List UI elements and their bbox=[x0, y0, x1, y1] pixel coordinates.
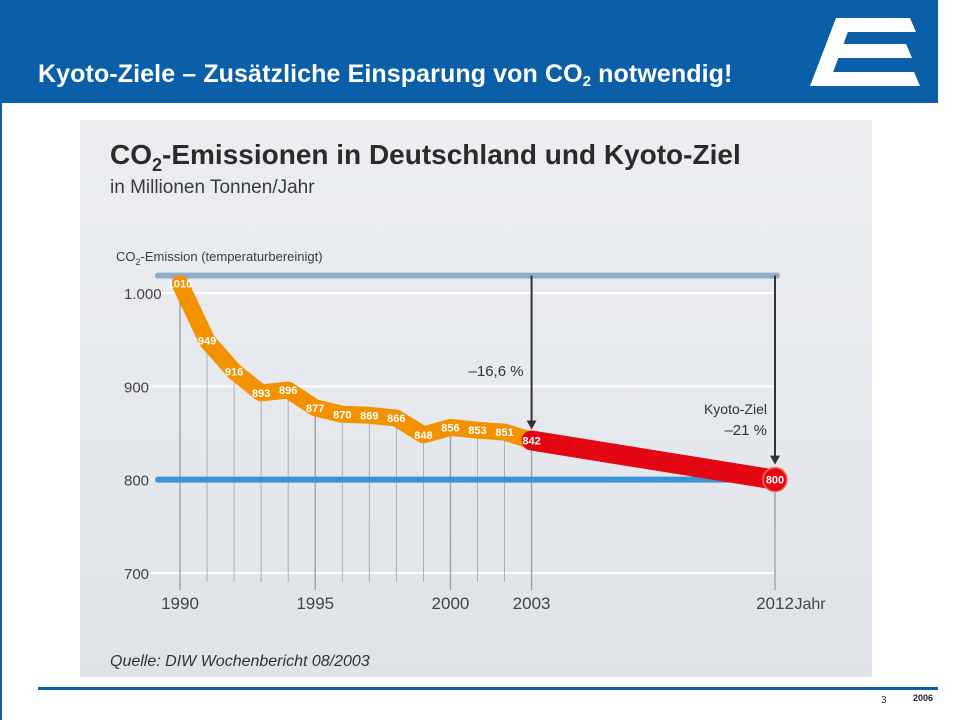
slide-header: Kyoto-Ziele – Zusätzliche Einsparung von… bbox=[0, 0, 938, 103]
annotation-arrow-head bbox=[770, 455, 780, 465]
data-label: 893 bbox=[252, 388, 270, 400]
y-tick-label: 800 bbox=[124, 473, 149, 490]
slide-title-end: notwendig! bbox=[591, 60, 733, 88]
page-number: 3 bbox=[881, 695, 887, 706]
y-tick-label: 900 bbox=[124, 379, 149, 396]
series-line-history bbox=[171, 275, 541, 449]
target-point-marker bbox=[762, 466, 788, 493]
data-label: 851 bbox=[495, 427, 513, 439]
slide-title-text: Kyoto-Ziele – Zusätzliche Einsparung von… bbox=[38, 60, 583, 88]
data-label: 949 bbox=[198, 336, 216, 348]
chart-source: Quelle: DIW Wochenbericht 08/2003 bbox=[110, 653, 370, 670]
slide-title: Kyoto-Ziele – Zusätzliche Einsparung von… bbox=[38, 60, 732, 90]
annotation-text-line2: –21 % bbox=[724, 422, 767, 439]
data-label: 856 bbox=[441, 422, 459, 434]
footer-rule bbox=[38, 687, 938, 690]
data-label: 853 bbox=[468, 425, 486, 437]
data-label: 866 bbox=[387, 413, 405, 425]
x-tick-label: 1995 bbox=[296, 594, 334, 613]
data-label: 842 bbox=[522, 435, 540, 447]
footer-year: 2006 bbox=[913, 693, 934, 703]
x-tick-label: 1990 bbox=[161, 594, 199, 613]
slide-title-subscript: 2 bbox=[582, 73, 592, 90]
left-rule bbox=[0, 103, 2, 720]
data-label: 916 bbox=[225, 366, 243, 378]
data-label: 896 bbox=[279, 385, 297, 397]
annotation-text-line1: Kyoto-Ziel bbox=[704, 401, 767, 417]
y-tick-label: 1.000 bbox=[124, 286, 162, 303]
chart: CO2-Emissionen in Deutschland und Kyoto-… bbox=[110, 139, 826, 670]
x-axis-label: Jahr bbox=[794, 596, 826, 613]
y-tick-label: 700 bbox=[124, 566, 149, 583]
data-label: 1010 bbox=[168, 279, 192, 291]
data-label: 877 bbox=[306, 403, 324, 415]
x-tick-label: 2000 bbox=[432, 594, 470, 613]
data-label: 870 bbox=[333, 409, 351, 421]
x-tick-label: 2003 bbox=[513, 594, 551, 613]
company-logo bbox=[810, 18, 920, 86]
x-tick-label: 2012 bbox=[756, 594, 794, 613]
chart-subtitle: in Millionen Tonnen/Jahr bbox=[110, 177, 315, 198]
annotation-text: –16,6 % bbox=[469, 363, 524, 380]
chart-panel: CO2-Emissionen in Deutschland und Kyoto-… bbox=[80, 120, 872, 677]
data-label: 869 bbox=[360, 410, 378, 422]
data-label: 848 bbox=[414, 430, 432, 442]
y-axis-label: CO2-Emission (temperaturbereinigt) bbox=[116, 249, 323, 267]
series-line-target bbox=[521, 430, 785, 490]
chart-title: CO2-Emissionen in Deutschland und Kyoto-… bbox=[110, 139, 741, 175]
header-right-strip bbox=[938, 0, 960, 103]
data-label: 800 bbox=[766, 475, 784, 487]
annotation-arrow-head bbox=[526, 420, 537, 430]
